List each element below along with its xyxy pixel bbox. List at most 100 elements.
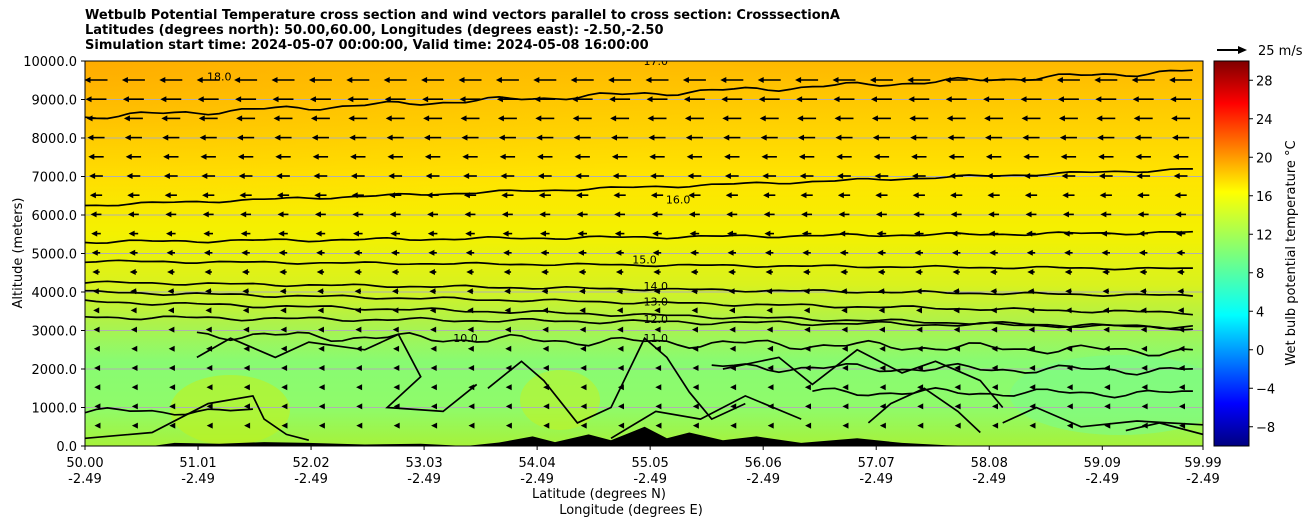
- wind-arrow-head: [758, 96, 765, 103]
- wind-arrow-head: [243, 326, 250, 333]
- wind-arrow-head: [655, 365, 662, 371]
- wind-arrow-head: [389, 192, 396, 199]
- wind-arrow-head: [352, 211, 359, 218]
- wind-arrow-head: [281, 403, 288, 410]
- wind-arrow-head: [271, 77, 278, 83]
- wind-arrow-head: [89, 173, 96, 179]
- wind-arrow-head: [804, 384, 811, 391]
- wind-arrow-head: [278, 249, 285, 256]
- y-tick-label: 2000.0: [32, 363, 78, 378]
- wind-arrow-head: [541, 288, 548, 295]
- wind-arrow-head: [767, 403, 774, 410]
- wind-arrow-head: [281, 365, 288, 371]
- wind-arrow-head: [917, 384, 924, 391]
- wind-arrow-head: [688, 192, 695, 199]
- wind-arrow-head: [505, 345, 512, 352]
- wind-arrow-head: [803, 288, 810, 295]
- wind-arrow-head: [990, 288, 997, 295]
- wind-arrow-head: [540, 249, 547, 256]
- wind-arrow-head: [89, 192, 96, 199]
- wind-arrow-head: [392, 307, 399, 314]
- wind-arrow-head: [1098, 173, 1105, 179]
- colorbar-tick-label: 12: [1256, 228, 1273, 243]
- wind-arrow-head: [654, 307, 661, 314]
- wind-arrow-head: [1102, 288, 1109, 295]
- wind-arrow-head: [243, 384, 250, 391]
- wind-arrow-head: [425, 173, 432, 179]
- wind-arrow-head: [842, 403, 849, 410]
- wind-arrow-head: [615, 249, 622, 256]
- colorbar-tick-label: 20: [1256, 151, 1273, 166]
- wind-arrow-head: [350, 173, 357, 179]
- wind-arrow-head: [1062, 192, 1069, 199]
- wind-arrow-head: [94, 384, 101, 391]
- wind-arrow-head: [617, 384, 624, 391]
- wind-arrow-head: [805, 403, 812, 410]
- wind-arrow-head: [1095, 96, 1102, 103]
- wind-arrow-head: [729, 307, 736, 314]
- x-tick-label-lon: -2.49: [972, 472, 1006, 487]
- wind-arrow-head: [130, 326, 137, 333]
- wind-arrow-head: [467, 307, 474, 314]
- wind-arrow-head: [468, 422, 475, 429]
- wind-arrow-head: [688, 211, 695, 218]
- wind-arrow-head: [615, 269, 622, 275]
- wind-arrow-head: [1133, 115, 1140, 122]
- wind-arrow-head: [1022, 134, 1029, 141]
- wind-arrow-head: [206, 365, 213, 371]
- wind-arrow-head: [1098, 153, 1105, 160]
- wind-arrow-head: [1177, 288, 1184, 295]
- y-tick-label: 4000.0: [32, 286, 78, 301]
- wind-arrow-head: [275, 153, 282, 160]
- colorbar-tick-label: −8: [1256, 421, 1275, 436]
- wind-arrow-head: [355, 365, 362, 371]
- wind-arrow-head: [127, 211, 134, 218]
- wind-arrow-head: [692, 345, 699, 352]
- wind-arrow-head: [1065, 307, 1072, 314]
- wind-arrow-head: [273, 115, 280, 122]
- wind-arrow-head: [875, 211, 882, 218]
- wind-arrow-head: [1019, 77, 1026, 83]
- wind-arrow-head: [503, 269, 510, 275]
- wind-arrow-head: [1175, 211, 1182, 218]
- wind-arrow-head: [243, 365, 250, 371]
- wind-arrow-head: [309, 96, 316, 103]
- wind-arrow-head: [1177, 307, 1184, 314]
- wind-arrow-head: [355, 345, 362, 352]
- wind-arrow-head: [982, 77, 989, 83]
- wind-arrow-head: [1139, 269, 1146, 275]
- wind-arrow-head: [612, 173, 619, 179]
- wind-arrow-head: [1170, 96, 1177, 103]
- wind-arrow-head: [535, 115, 542, 122]
- contour-line: [85, 299, 1193, 331]
- wind-arrow-head: [727, 230, 734, 237]
- contour-line: [85, 259, 1193, 271]
- wind-arrow-head: [1136, 173, 1143, 179]
- wind-arrow-head: [355, 307, 362, 314]
- wind-arrow-head: [690, 249, 697, 256]
- contour-line: [1125, 422, 1203, 436]
- wind-arrow-head: [796, 96, 803, 103]
- wind-arrow-head: [649, 153, 656, 160]
- wind-arrow-head: [765, 288, 772, 295]
- wind-arrow-head: [571, 96, 578, 103]
- colorbar-tick-label: 28: [1256, 74, 1273, 89]
- wind-arrow-head: [121, 77, 128, 83]
- wind-arrow-head: [871, 115, 878, 122]
- contour-line: [85, 315, 1193, 330]
- wind-arrow-head: [833, 96, 840, 103]
- wind-arrow-head: [431, 422, 438, 429]
- wind-arrow-head: [198, 115, 205, 122]
- wind-arrow-head: [950, 211, 957, 218]
- contour-line: [610, 394, 802, 440]
- wind-arrow-head: [279, 288, 286, 295]
- wind-arrow-head: [505, 422, 512, 429]
- wind-arrow-head: [317, 307, 324, 314]
- wind-arrow-head: [354, 288, 361, 295]
- wind-arrow-head: [684, 115, 691, 122]
- contour-line: [196, 331, 1193, 357]
- wind-arrow-head: [991, 345, 998, 352]
- y-tick-label: 5000.0: [32, 248, 78, 263]
- wind-arrow-head: [159, 77, 166, 83]
- wind-arrow-head: [392, 326, 399, 333]
